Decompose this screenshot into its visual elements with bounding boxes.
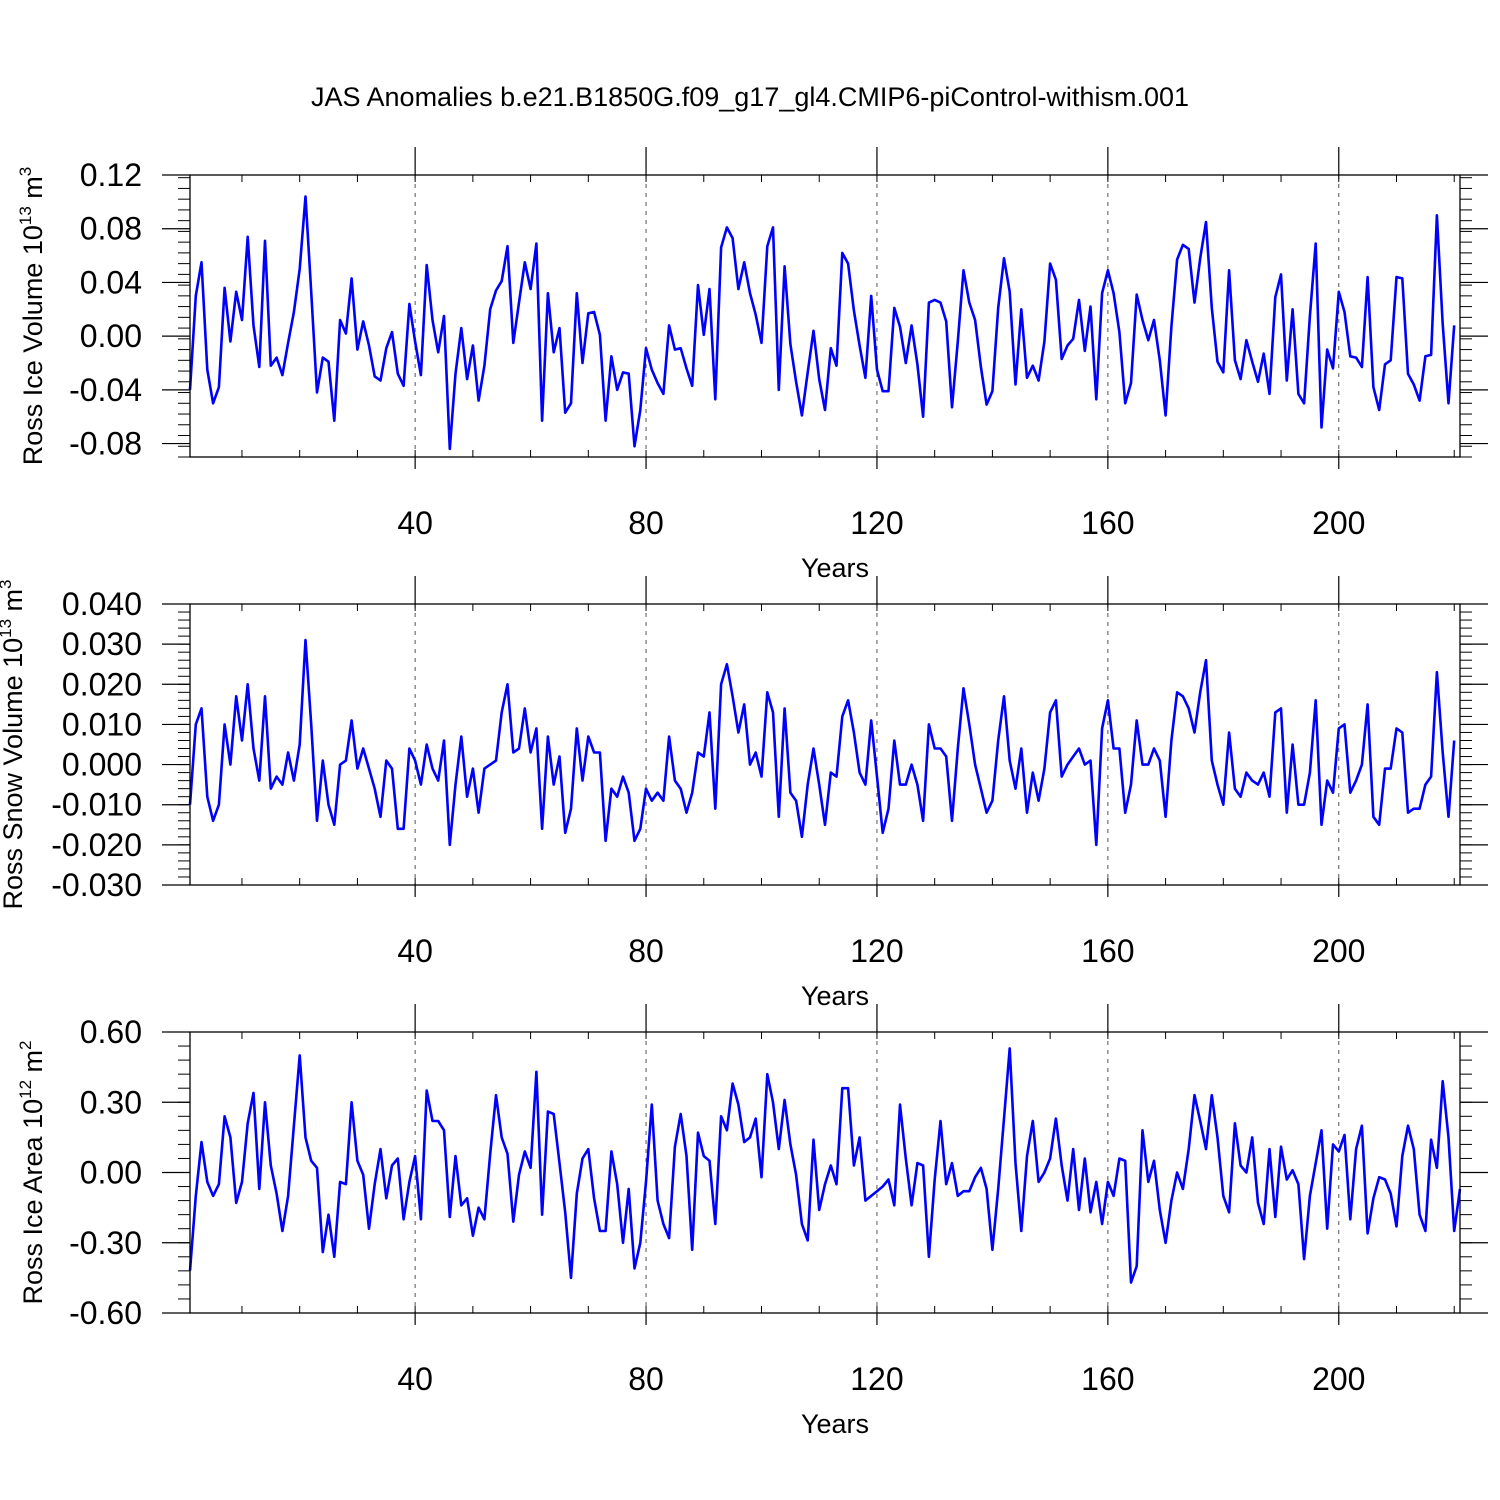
y-tick-label: 0.60 <box>80 1014 142 1050</box>
y-tick-label: 0.000 <box>62 747 142 783</box>
y-tick-label: 0.00 <box>80 318 142 354</box>
x-tick-label: 200 <box>1312 505 1365 541</box>
y-tick-label: -0.60 <box>69 1295 142 1331</box>
y-tick-label: -0.30 <box>69 1225 142 1261</box>
x-tick-label: 80 <box>628 1361 664 1397</box>
y-tick-label: 0.30 <box>80 1084 142 1120</box>
x-tick-label: 80 <box>628 933 664 969</box>
x-tick-label: 200 <box>1312 1361 1365 1397</box>
x-tick-label: 160 <box>1081 1361 1134 1397</box>
x-tick-label: 120 <box>850 933 903 969</box>
y-tick-label: 0.12 <box>80 157 142 193</box>
y-tick-label: 0.08 <box>80 211 142 247</box>
chart-panel-1: 40 80 120 160 200 -0.08 -0.04 0.00 0.04 0.08 0.12 Y… <box>16 147 1488 583</box>
plot-frame <box>189 174 1461 458</box>
x-tick-label: 200 <box>1312 933 1365 969</box>
series-line <box>188 1047 1462 1284</box>
y-tick-label: 0.030 <box>62 626 142 662</box>
x-tick-label: 160 <box>1081 933 1134 969</box>
y-tick-label: -0.020 <box>51 827 142 863</box>
figure-title: JAS Anomalies b.e21.B1850G.f09_g17_gl4.C… <box>311 82 1189 112</box>
x-axis-label: Years <box>801 553 869 583</box>
y-tick-label: -0.08 <box>69 426 142 462</box>
y-axis-label: Ross Ice Area 1012 m2 <box>16 1040 48 1304</box>
x-tick-label: 80 <box>628 505 664 541</box>
x-tick-label: 120 <box>850 505 903 541</box>
y-tick-label: 0.020 <box>62 666 142 702</box>
series-line <box>188 638 1456 847</box>
x-tick-label: 160 <box>1081 505 1134 541</box>
x-axis-label: Years <box>801 1409 869 1439</box>
y-tick-label: 0.040 <box>62 586 142 622</box>
x-axis-label: Years <box>801 981 869 1011</box>
chart-panel-3: 40 80 120 160 200 -0.60 -0.30 0.00 0.30 0.60 Years… <box>16 1004 1488 1439</box>
x-tick-label: 40 <box>397 933 433 969</box>
y-axis-label: Ross Ice Volume 1013 m3 <box>16 167 48 466</box>
chart-panel-2: 40 80 120 160 200 -0.030 -0.020 -0.010 0.000 0.01… <box>0 576 1488 1011</box>
plot-frame <box>189 1031 1461 1314</box>
y-tick-label: 0.04 <box>80 264 142 300</box>
plot-frame <box>189 603 1461 886</box>
y-tick-label: -0.030 <box>51 867 142 903</box>
y-tick-label: 0.010 <box>62 706 142 742</box>
y-tick-label: -0.010 <box>51 787 142 823</box>
y-tick-label: -0.04 <box>69 372 142 408</box>
series-line <box>188 195 1456 451</box>
x-tick-label: 120 <box>850 1361 903 1397</box>
x-tick-label: 40 <box>397 1361 433 1397</box>
x-tick-label: 40 <box>397 505 433 541</box>
y-axis-label: Ross Snow Volume 1013 m3 <box>0 579 28 909</box>
y-tick-label: 0.00 <box>80 1155 142 1191</box>
